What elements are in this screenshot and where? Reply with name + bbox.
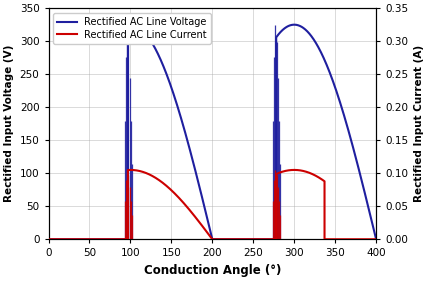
Rectified AC Line Voltage [329,76,334,80]
Rectified AC Line Voltage [374,237,379,241]
Rectified AC Line Current [374,237,379,241]
Rectified AC Line Current [155,178,160,181]
Rectified AC Line Current [297,169,302,172]
X-axis label: Conduction Angle (°): Conduction Angle (°) [144,264,281,277]
Rectified AC Line Current [291,168,297,172]
Rectified AC Line Voltage [355,164,360,167]
Y-axis label: Rectified Input Voltage (V): Rectified Input Voltage (V) [4,45,14,202]
Rectified AC Line Voltage [363,196,369,200]
Y-axis label: Rectified Input Current (A): Rectified Input Current (A) [414,45,424,202]
Rectified AC Line Voltage [340,109,345,113]
Rectified AC Line Current [46,237,51,241]
Rectified AC Line Voltage [291,23,297,26]
Rectified AC Line Current [317,176,322,180]
Line: Rectified AC Line Current: Rectified AC Line Current [48,170,376,239]
Line: Rectified AC Line Voltage: Rectified AC Line Voltage [48,25,376,239]
Rectified AC Line Current [313,174,318,177]
Rectified AC Line Current [300,169,306,173]
Rectified AC Line Current [306,171,311,174]
Rectified AC Line Voltage [46,237,51,241]
Legend: Rectified AC Line Voltage, Rectified AC Line Current: Rectified AC Line Voltage, Rectified AC … [54,13,211,44]
Rectified AC Line Voltage [321,57,327,60]
Rectified AC Line Voltage [155,53,160,56]
